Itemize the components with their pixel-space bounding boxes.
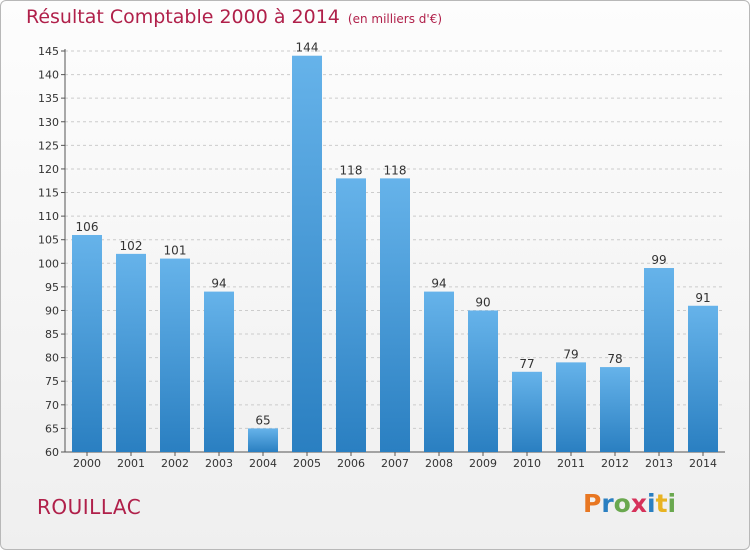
y-tick-label: 80 <box>45 352 59 365</box>
logo-letter: t <box>655 489 668 518</box>
bar-value-label: 99 <box>651 253 666 267</box>
bar-value-label: 106 <box>76 220 99 234</box>
bar <box>380 178 410 452</box>
bar <box>204 291 234 452</box>
x-tick-label: 2013 <box>645 457 673 470</box>
chart-title-text: Résultat Comptable 2000 à 2014 <box>26 6 340 28</box>
y-tick-label: 85 <box>45 328 59 341</box>
bar <box>72 234 102 452</box>
bar-value-label: 94 <box>431 277 446 291</box>
y-tick-label: 140 <box>38 69 59 82</box>
x-tick-label: 2014 <box>689 457 717 470</box>
proxiti-logo: Proxiti <box>583 489 676 518</box>
town-name: ROUILLAC <box>37 495 142 519</box>
y-tick-label: 115 <box>38 187 59 200</box>
x-tick-label: 2005 <box>293 457 321 470</box>
bar-value-label: 102 <box>120 239 143 253</box>
logo-letter: P <box>583 489 602 518</box>
y-tick-label: 135 <box>38 92 59 105</box>
chart-unit: (en milliers d'€) <box>347 12 443 26</box>
y-tick-label: 125 <box>38 139 59 152</box>
bar-value-label: 77 <box>519 357 534 371</box>
logo-letter: o <box>613 489 631 518</box>
logo-letter: i <box>667 489 677 518</box>
bar-value-label: 78 <box>607 352 622 366</box>
bar <box>248 428 278 452</box>
bar <box>292 55 322 452</box>
y-tick-label: 105 <box>38 234 59 247</box>
y-tick-label: 100 <box>38 257 59 270</box>
bar <box>600 367 630 452</box>
y-tick-label: 65 <box>45 422 59 435</box>
x-tick-label: 2004 <box>249 457 277 470</box>
bar <box>424 291 454 452</box>
bar <box>512 371 542 452</box>
bar <box>116 253 146 452</box>
bar-value-label: 118 <box>340 163 363 177</box>
y-tick-label: 95 <box>45 281 59 294</box>
bar <box>688 305 718 452</box>
x-tick-label: 2011 <box>557 457 585 470</box>
x-tick-label: 2001 <box>117 457 145 470</box>
y-tick-label: 75 <box>45 375 59 388</box>
bar-value-label: 91 <box>695 291 710 305</box>
y-tick-label: 60 <box>45 446 59 459</box>
bar-value-label: 90 <box>475 295 490 309</box>
bar-value-label: 65 <box>255 413 270 427</box>
bar <box>160 258 190 452</box>
bar <box>336 178 366 452</box>
x-tick-label: 2008 <box>425 457 453 470</box>
x-tick-label: 2007 <box>381 457 409 470</box>
logo-letter: i <box>647 489 656 518</box>
x-tick-label: 2009 <box>469 457 497 470</box>
y-tick-label: 90 <box>45 304 59 317</box>
bar-value-label: 101 <box>164 244 187 258</box>
x-tick-label: 2010 <box>513 457 541 470</box>
x-tick-label: 2006 <box>337 457 365 470</box>
chart-title: Résultat Comptable 2000 à 2014 (en millie… <box>26 6 442 28</box>
bar-value-label: 79 <box>563 347 578 361</box>
y-tick-label: 110 <box>38 210 59 223</box>
bar-value-label: 94 <box>211 277 226 291</box>
logo-letter: r <box>601 489 614 518</box>
x-tick-label: 2012 <box>601 457 629 470</box>
x-tick-label: 2000 <box>73 457 101 470</box>
y-tick-label: 120 <box>38 163 59 176</box>
y-tick-label: 70 <box>45 399 59 412</box>
bar <box>556 362 586 452</box>
bar-value-label: 144 <box>296 41 319 55</box>
y-tick-label: 145 <box>38 45 59 58</box>
x-tick-label: 2002 <box>161 457 189 470</box>
x-tick-label: 2003 <box>205 457 233 470</box>
bar <box>468 310 498 452</box>
bar <box>644 268 674 452</box>
bar-value-label: 118 <box>384 163 407 177</box>
y-tick-label: 130 <box>38 116 59 129</box>
logo-letter: x <box>630 489 647 518</box>
